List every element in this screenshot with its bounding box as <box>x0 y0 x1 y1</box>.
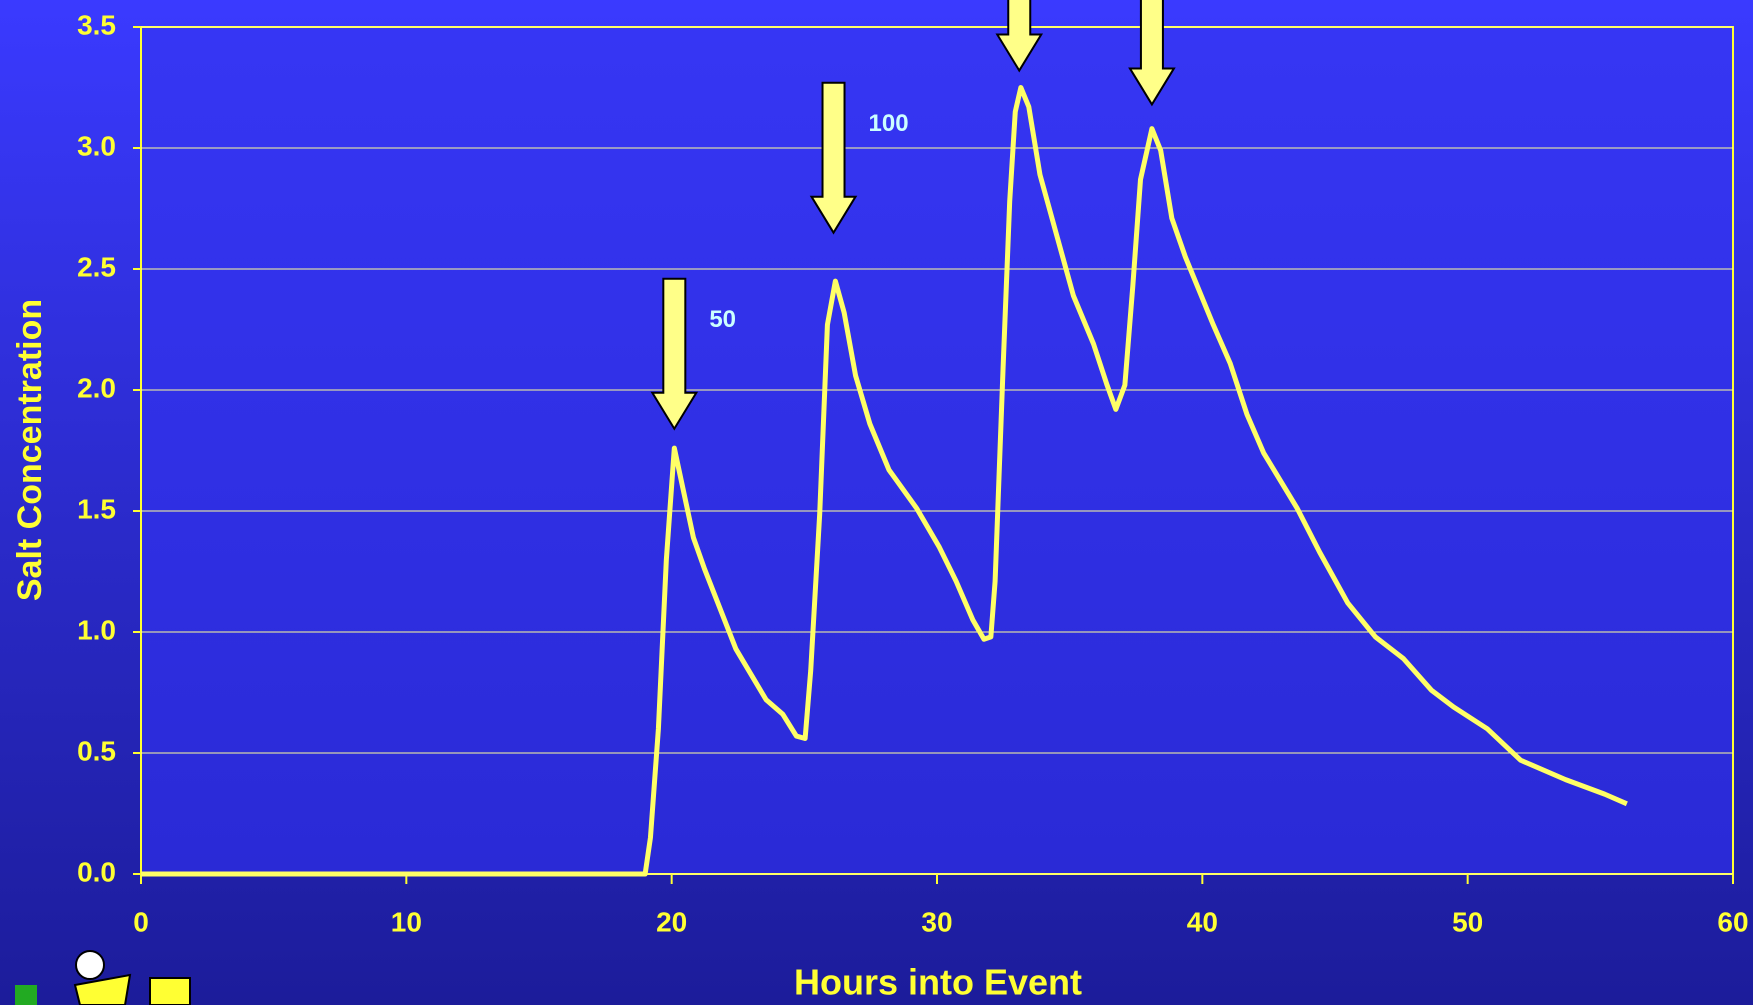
x-tick-label: 30 <box>921 906 952 937</box>
y-tick-label: 1.5 <box>77 493 116 524</box>
logo <box>15 950 191 1005</box>
line <box>141 85 1628 877</box>
x-axis-title: Hours into Event <box>794 962 1082 1003</box>
y-tick-label: 3.0 <box>77 130 116 161</box>
plot-area <box>140 26 1734 875</box>
annotation-arrow <box>650 277 699 431</box>
x-tick-label: 20 <box>656 906 687 937</box>
annotation-arrow <box>995 0 1044 73</box>
x-tick-label: 50 <box>1452 906 1483 937</box>
x-tick-label: 60 <box>1717 906 1748 937</box>
x-tick-label: 40 <box>1187 906 1218 937</box>
annotation-label: 100 <box>869 110 909 137</box>
y-tick-label: 1.0 <box>77 614 116 645</box>
annotation-arrow <box>1128 0 1176 107</box>
x-tick-label: 10 <box>391 906 422 937</box>
y-tick-label: 3.5 <box>77 9 116 40</box>
y-tick-label: 0.5 <box>77 735 116 766</box>
x-tick-label: 0 <box>133 906 149 937</box>
y-tick-label: 0.0 <box>77 856 116 887</box>
y-axis-title: Salt Concentration <box>11 299 49 601</box>
y-tick-label: 2.5 <box>77 251 116 282</box>
annotation-arrow <box>809 81 858 235</box>
annotation-label: 50 <box>709 306 736 333</box>
y-tick-label: 2.0 <box>77 372 116 403</box>
